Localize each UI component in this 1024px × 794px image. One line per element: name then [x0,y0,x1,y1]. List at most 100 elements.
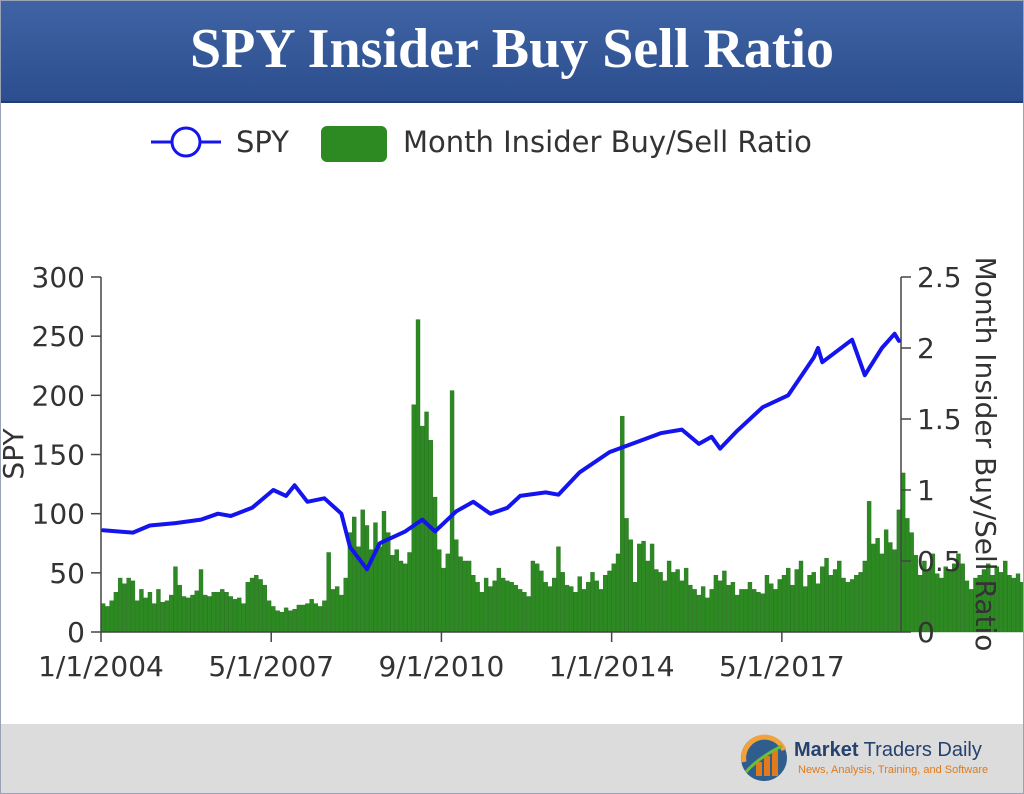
bar [632,582,638,633]
bar [169,594,174,633]
bar [837,560,842,633]
bar [969,589,974,633]
bar [309,599,314,633]
bar [313,603,319,633]
bar [934,573,940,633]
bar [177,584,182,633]
bar [466,560,472,633]
bar [428,440,433,633]
bar [671,572,676,633]
bar [292,609,297,633]
bar [798,560,804,633]
y-left-tick-label: 200 [32,379,85,412]
bar [526,596,531,633]
bar [220,589,225,633]
bar [517,589,523,633]
bar [875,538,880,633]
bar [947,570,953,633]
bar [692,589,697,633]
bar [164,600,170,633]
bar [888,542,893,633]
bar [883,529,889,633]
bar [381,511,387,633]
bar [849,579,855,633]
bar [994,566,999,633]
bar [530,560,536,633]
bar [939,577,944,633]
bar [198,569,204,633]
bar [454,539,459,633]
bar [913,555,919,633]
bar [960,563,965,633]
bar [441,567,446,633]
bar [483,577,489,633]
bar [879,553,885,633]
chart-title: SPY Insider Buy Sell Ratio [189,18,835,80]
bar [547,586,553,633]
legend: SPY Month Insider Buy/Sell Ratio [151,125,812,162]
bar [262,584,268,633]
bar [760,593,765,633]
bar [756,592,761,633]
bar [445,553,450,633]
bar [152,603,157,633]
bar [926,569,931,633]
bar [854,575,859,633]
x-tick-label: 5/1/2017 [719,650,845,683]
bar [564,584,570,633]
globe-chart-icon [741,734,787,781]
bar [190,594,195,633]
x-tick-label: 5/1/2007 [208,650,334,683]
legend-bar-label: Month Insider Buy/Sell Ratio [403,125,812,159]
bar [683,567,689,633]
bar [228,596,233,633]
legend-line-marker [170,126,202,158]
bar [943,566,948,633]
bar [496,567,502,633]
bar [122,583,127,633]
bar [254,575,259,633]
bar [186,597,191,633]
bar [330,589,336,633]
bar [500,577,506,633]
axes: 0 50 100 150 200 250 300 0 0.5 1 1.5 2 2.5 1/1/2004 5/… [32,261,962,683]
bar [952,563,957,633]
bar [841,577,846,633]
bar [998,572,1004,633]
bar [871,543,876,633]
bar [479,592,485,633]
bar [113,592,119,633]
bar [577,576,582,633]
bar [194,590,199,633]
bar [1011,577,1016,633]
bar [317,606,323,633]
bar [560,572,565,633]
bar [552,577,557,633]
bar [556,546,561,633]
bar [679,580,685,633]
bar [420,425,425,633]
bar [181,596,187,633]
bar [590,572,595,633]
bar [696,594,702,633]
y-right-tick-label: 1.5 [917,403,962,436]
bar [241,603,246,633]
bar [769,583,774,633]
bar [249,577,255,633]
bar [658,572,663,633]
logo-brand: Market Traders Daily [794,739,982,761]
bar [981,569,987,633]
bar [411,404,416,633]
x-tick-label: 1/1/2004 [38,650,164,683]
bar [339,594,344,633]
bar [1007,575,1012,633]
bar [117,577,123,633]
bar [977,575,982,633]
bar [245,582,250,633]
bar [794,569,799,633]
bar [432,496,438,633]
x-tick-label: 1/1/2014 [549,650,675,683]
y-left-tick-label: 300 [32,261,85,294]
spy-line [101,331,901,572]
x-tick-label: 9/1/2010 [379,650,505,683]
